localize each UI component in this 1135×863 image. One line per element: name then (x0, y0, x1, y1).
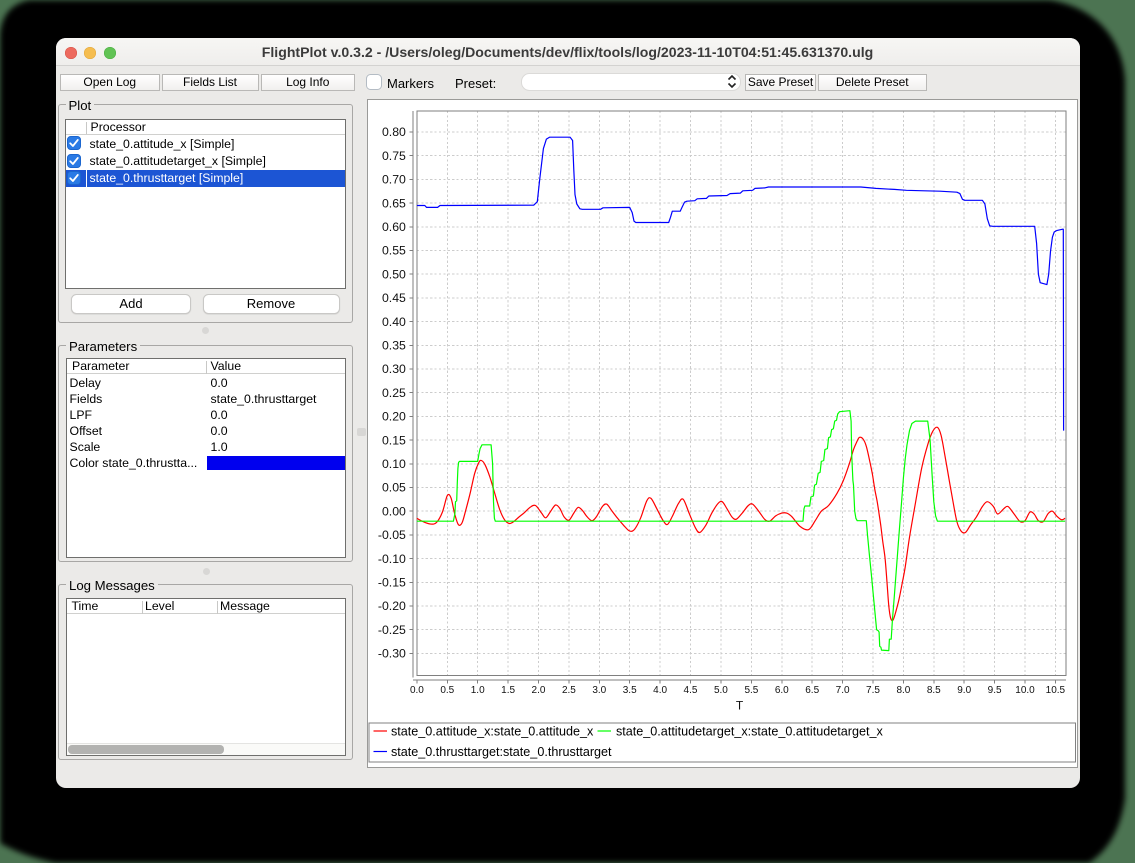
svg-text:1.0: 1.0 (470, 685, 484, 696)
svg-text:8.0: 8.0 (896, 685, 910, 696)
svg-text:2.0: 2.0 (531, 685, 545, 696)
svg-text:-0.10: -0.10 (377, 551, 405, 565)
svg-text:3.0: 3.0 (592, 685, 606, 696)
svg-text:0.40: 0.40 (381, 314, 405, 328)
svg-text:T: T (735, 698, 743, 712)
svg-text:0.80: 0.80 (381, 125, 405, 139)
svg-text:0.05: 0.05 (381, 480, 405, 494)
svg-text:0.20: 0.20 (381, 409, 405, 423)
svg-text:5.5: 5.5 (744, 685, 758, 696)
svg-text:0.5: 0.5 (440, 685, 454, 696)
svg-text:0.15: 0.15 (381, 433, 405, 447)
svg-text:-0.15: -0.15 (377, 575, 405, 589)
svg-text:0.75: 0.75 (381, 148, 405, 162)
svg-text:0.70: 0.70 (381, 172, 405, 186)
svg-text:6.0: 6.0 (774, 685, 788, 696)
svg-text:state_0.attitudetarget_x:state: state_0.attitudetarget_x:state_0.attitud… (616, 724, 883, 738)
svg-text:6.5: 6.5 (805, 685, 819, 696)
svg-text:0.45: 0.45 (381, 291, 405, 305)
svg-text:0.10: 0.10 (381, 457, 405, 471)
svg-text:0.0: 0.0 (409, 685, 423, 696)
svg-text:-0.05: -0.05 (377, 528, 405, 542)
svg-text:10.0: 10.0 (1015, 685, 1035, 696)
svg-text:10.5: 10.5 (1045, 685, 1065, 696)
svg-text:-0.25: -0.25 (377, 622, 405, 636)
svg-text:0.60: 0.60 (381, 220, 405, 234)
svg-text:7.0: 7.0 (835, 685, 849, 696)
svg-text:7.5: 7.5 (866, 685, 880, 696)
svg-text:5.0: 5.0 (713, 685, 727, 696)
svg-text:0.50: 0.50 (381, 267, 405, 281)
svg-text:9.0: 9.0 (957, 685, 971, 696)
svg-text:3.5: 3.5 (622, 685, 636, 696)
svg-text:9.5: 9.5 (987, 685, 1001, 696)
svg-text:-0.20: -0.20 (377, 599, 405, 613)
svg-text:0.55: 0.55 (381, 243, 405, 257)
svg-text:1.5: 1.5 (501, 685, 515, 696)
svg-text:state_0.attitude_x:state_0.att: state_0.attitude_x:state_0.attitude_x (391, 724, 594, 738)
svg-text:4.5: 4.5 (683, 685, 697, 696)
svg-text:0.35: 0.35 (381, 338, 405, 352)
svg-text:state_0.thrusttarget:state_0.t: state_0.thrusttarget:state_0.thrusttarge… (391, 744, 612, 758)
svg-text:8.5: 8.5 (926, 685, 940, 696)
svg-text:4.0: 4.0 (653, 685, 667, 696)
svg-text:0.65: 0.65 (381, 196, 405, 210)
svg-text:-0.30: -0.30 (377, 646, 405, 660)
svg-text:0.30: 0.30 (381, 362, 405, 376)
svg-text:0.00: 0.00 (381, 504, 405, 518)
svg-text:2.5: 2.5 (561, 685, 575, 696)
svg-text:0.25: 0.25 (381, 385, 405, 399)
